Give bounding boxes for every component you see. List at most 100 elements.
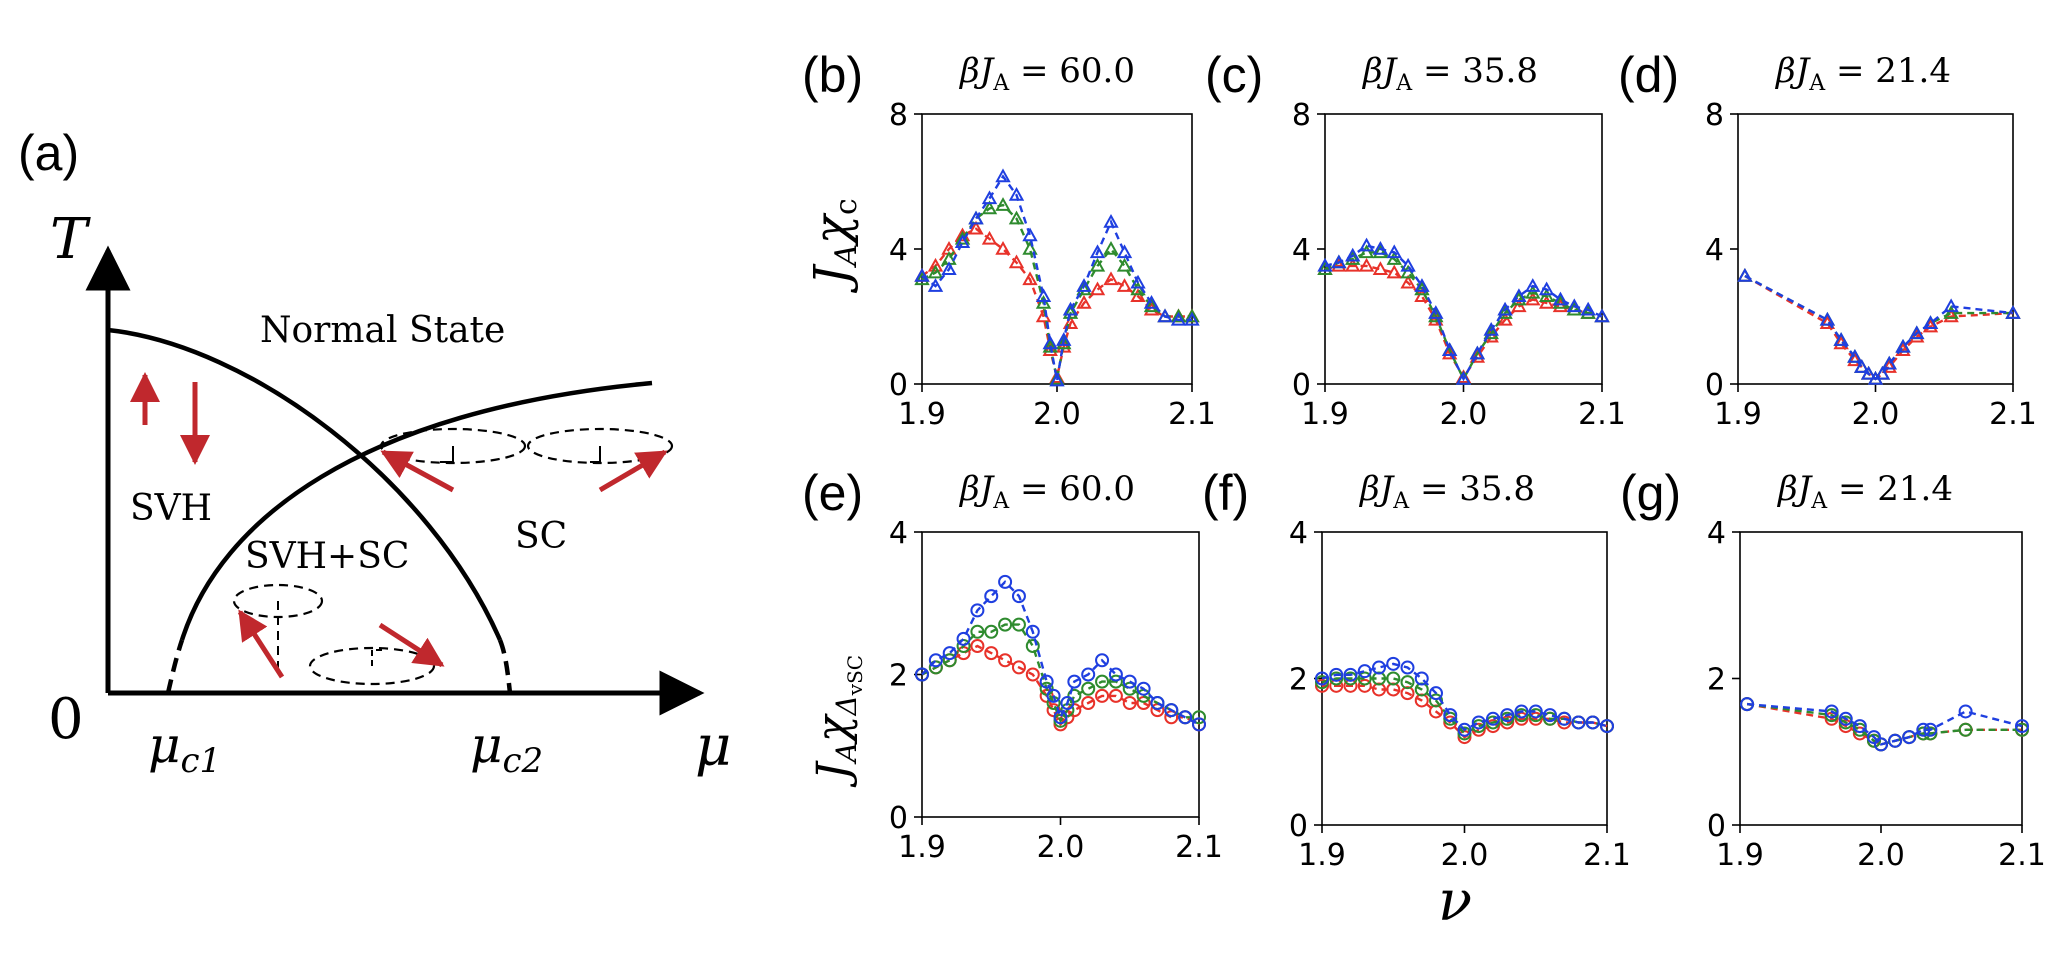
data-point	[1089, 281, 1106, 296]
x-tick-label: 2.0	[1033, 397, 1081, 432]
data-point	[1902, 730, 1917, 745]
data-point	[927, 264, 944, 279]
y-tick-label: 0	[1292, 368, 1311, 403]
data-point	[1122, 696, 1137, 710]
data-point	[1854, 359, 1870, 373]
data-point	[1888, 733, 1903, 748]
y-tick-label: 8	[1705, 98, 1724, 133]
plot-frame	[1324, 113, 1603, 385]
data-point	[1136, 681, 1151, 696]
data-point	[1400, 274, 1416, 289]
data-point	[1089, 244, 1106, 259]
data-point	[1372, 261, 1389, 276]
data-point	[1164, 703, 1179, 718]
sc-label: SC	[515, 516, 567, 557]
data-point	[1372, 671, 1386, 686]
x-tick-label: 2.1	[1998, 838, 2046, 873]
data-point	[1528, 708, 1543, 723]
data-point	[1414, 281, 1430, 296]
data-point	[1500, 715, 1515, 730]
data-point	[2005, 305, 2021, 319]
x-tick-label: 1.9	[1714, 397, 1762, 432]
data-point	[928, 653, 943, 668]
data-point	[1108, 667, 1123, 682]
svh-label: SVH	[130, 488, 212, 529]
data-point	[1486, 719, 1500, 734]
data-point	[1557, 715, 1572, 730]
series-line	[1744, 274, 2013, 381]
data-point	[981, 230, 998, 245]
y-tick-label: 4	[1292, 233, 1311, 268]
data-point	[1580, 301, 1596, 316]
normal-state-boundary	[107, 327, 503, 641]
data-point	[1345, 247, 1361, 262]
data-point	[1543, 711, 1557, 726]
data-point	[1192, 717, 1206, 732]
y-tick-label: 0	[1705, 368, 1724, 403]
data-point	[1143, 298, 1160, 313]
data-point	[1056, 335, 1072, 350]
data-point	[1062, 301, 1079, 316]
normal-state-label: Normal State	[260, 310, 505, 351]
y-tick-label: 2	[1289, 663, 1308, 698]
x-tick-label: 1.9	[898, 397, 946, 432]
panel-title: βJA = 60.0	[958, 51, 1135, 96]
data-point	[1543, 708, 1557, 723]
series-line	[1744, 274, 2014, 381]
series-green	[1737, 267, 2021, 385]
data-point	[970, 603, 985, 618]
data-point	[1429, 686, 1443, 701]
x-tick-label: 2.1	[1175, 830, 1223, 865]
data-point	[1116, 244, 1133, 259]
data-point	[1838, 711, 1853, 726]
series-red	[1317, 257, 1610, 384]
data-point	[1469, 348, 1486, 363]
data-point	[970, 624, 985, 639]
data-point	[1008, 186, 1025, 201]
data-point	[1358, 244, 1375, 259]
series-blue	[1737, 267, 2021, 385]
panel-label: (g)	[1620, 465, 1681, 521]
data-point	[1414, 682, 1429, 697]
data-point	[1909, 325, 1925, 340]
series-line	[1324, 264, 1603, 380]
data-point	[1042, 338, 1058, 353]
data-point	[984, 624, 999, 639]
data-point	[981, 190, 998, 205]
data-point	[1345, 257, 1361, 272]
data-point	[1089, 257, 1106, 272]
data-point	[1143, 294, 1160, 309]
series-line	[1746, 702, 2022, 746]
data-point	[1386, 251, 1402, 265]
data-point	[1386, 656, 1401, 671]
data-point	[1062, 315, 1079, 330]
data-point	[1331, 254, 1347, 269]
sc-order-sketch-2	[526, 427, 674, 493]
data-point	[1429, 704, 1443, 719]
phase-diagram: (a) T μ 0 μc1 μc2 Normal State SVH SVH+S…	[18, 125, 731, 781]
panel-title: βJA = 60.0	[958, 469, 1135, 514]
data-point	[1874, 365, 1891, 380]
series-blue	[914, 168, 1200, 387]
data-point	[995, 197, 1011, 211]
svh-sc-label: SVH+SC	[245, 536, 409, 577]
svh-sc-order-sketch-2	[308, 622, 445, 686]
data-point	[2015, 722, 2029, 737]
data-point	[1357, 671, 1372, 686]
y-tick-label: 2	[889, 659, 908, 694]
data-point	[984, 589, 999, 604]
data-point	[1372, 682, 1386, 697]
data-point	[942, 653, 957, 668]
series-blue	[1317, 237, 1610, 385]
data-point	[1895, 338, 1911, 353]
plot-frame	[1321, 531, 1608, 826]
data-point	[1095, 674, 1110, 689]
data-point	[1497, 301, 1513, 316]
data-point	[1538, 294, 1555, 309]
data-point	[1011, 660, 1026, 675]
data-point	[1184, 311, 1200, 326]
data-point	[1157, 308, 1173, 323]
data-point	[1881, 355, 1897, 370]
data-point	[1852, 719, 1867, 734]
series-blue	[1740, 697, 2029, 752]
